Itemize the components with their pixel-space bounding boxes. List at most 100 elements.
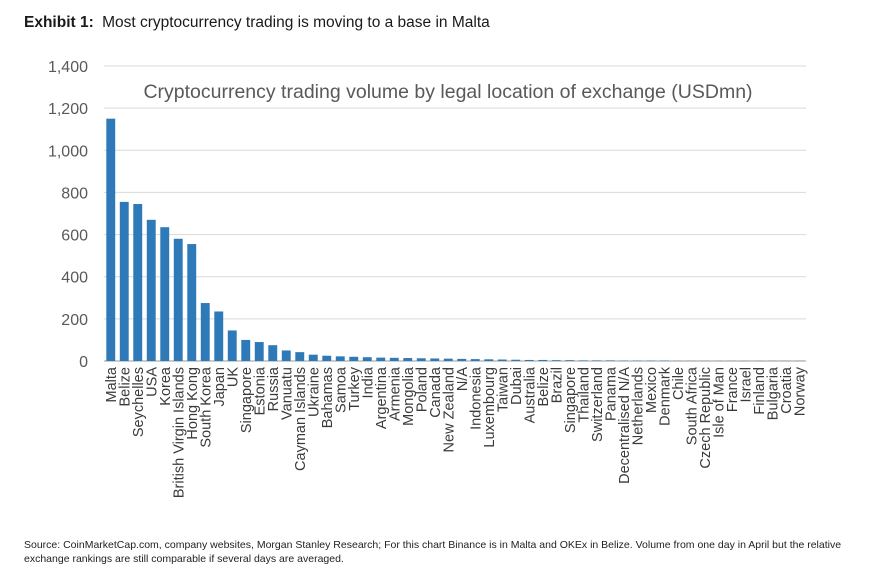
y-tick-label: 400 bbox=[61, 270, 88, 287]
x-tick-label: Brazil bbox=[549, 367, 565, 403]
bars bbox=[106, 118, 804, 362]
bar bbox=[551, 360, 561, 361]
bar bbox=[605, 360, 615, 361]
bar bbox=[416, 358, 426, 361]
y-axis-labels: 0 200 400 600 800 1,000 1,200 1,400 bbox=[48, 59, 88, 371]
x-tick-label: Poland bbox=[414, 367, 430, 412]
x-tick-label: South Korea bbox=[198, 366, 214, 448]
bar bbox=[376, 357, 386, 361]
x-tick-label: UK bbox=[225, 367, 241, 387]
x-tick-label: Malta bbox=[104, 366, 120, 402]
bar bbox=[578, 360, 588, 361]
x-tick-label: Hong Kong bbox=[185, 367, 201, 440]
bar bbox=[511, 359, 521, 361]
x-tick-label: Australia bbox=[522, 366, 538, 423]
x-tick-label: Seychelles bbox=[131, 367, 147, 437]
bar bbox=[484, 359, 494, 361]
x-tick-label: Thailand bbox=[576, 367, 592, 423]
x-tick-label: Luxembourg bbox=[482, 367, 498, 448]
x-tick-label: Mexico bbox=[644, 367, 660, 413]
bar bbox=[281, 350, 291, 361]
y-tick-label: 800 bbox=[61, 185, 88, 202]
bar bbox=[241, 339, 251, 361]
exhibit-label: Exhibit 1: bbox=[24, 14, 94, 31]
exhibit-title: Most cryptocurrency trading is moving to… bbox=[102, 14, 490, 31]
bar bbox=[430, 358, 440, 361]
x-tick-label: Singapore bbox=[563, 367, 579, 433]
bar bbox=[227, 330, 237, 361]
x-tick-label: Chile bbox=[671, 367, 687, 400]
x-tick-label: Decentralised N/A bbox=[617, 367, 633, 484]
x-tick-label: India bbox=[360, 366, 376, 398]
bar bbox=[214, 311, 224, 361]
y-tick-label: 1,400 bbox=[48, 59, 88, 76]
bar bbox=[254, 342, 264, 361]
x-tick-label: Argentina bbox=[374, 366, 390, 429]
y-tick-label: 1,000 bbox=[48, 143, 88, 160]
bar bbox=[443, 358, 453, 361]
x-tick-label: Belize bbox=[117, 367, 133, 407]
x-tick-label: Japan bbox=[212, 367, 228, 407]
x-tick-label: Czech Republic bbox=[698, 367, 714, 469]
bar bbox=[524, 359, 534, 361]
bar bbox=[592, 360, 602, 361]
bar bbox=[565, 360, 575, 361]
bar-chart: Cryptocurrency trading volume by legal l… bbox=[48, 59, 809, 498]
bar bbox=[295, 352, 305, 361]
x-tick-label: Bahamas bbox=[320, 367, 336, 428]
bar bbox=[538, 359, 548, 361]
bar bbox=[403, 358, 413, 361]
bar bbox=[268, 345, 278, 361]
x-tick-label: Mongolia bbox=[401, 366, 417, 426]
x-tick-label: USA bbox=[144, 367, 160, 397]
x-tick-label: Canada bbox=[428, 366, 444, 418]
x-tick-label: Turkey bbox=[347, 366, 363, 411]
y-tick-label: 600 bbox=[61, 228, 88, 245]
source-note: Source: CoinMarketCap.com, company websi… bbox=[24, 539, 842, 565]
x-tick-label: Russia bbox=[266, 366, 282, 411]
x-tick-label: New Zealand bbox=[441, 367, 457, 452]
bar bbox=[349, 356, 359, 361]
bar bbox=[200, 303, 210, 361]
x-tick-label: Korea bbox=[158, 366, 174, 406]
x-tick-label: Dubai bbox=[509, 367, 525, 405]
bar bbox=[146, 219, 156, 361]
bar bbox=[173, 238, 183, 361]
x-tick-label: Finland bbox=[752, 367, 768, 415]
x-tick-label: Switzerland bbox=[590, 367, 606, 442]
bar bbox=[322, 355, 332, 361]
x-tick-label: Samoa bbox=[333, 366, 349, 413]
bar bbox=[470, 359, 480, 361]
x-tick-label: Cayman Islands bbox=[293, 367, 309, 471]
bar bbox=[335, 356, 345, 361]
x-tick-label: British Virgin Islands bbox=[171, 367, 187, 498]
bar bbox=[457, 358, 467, 361]
exhibit-header: Exhibit 1: Most cryptocurrency trading i… bbox=[24, 14, 490, 32]
bar bbox=[187, 244, 197, 361]
x-tick-label: South Africa bbox=[684, 366, 700, 445]
x-tick-label: Netherlands bbox=[630, 367, 646, 445]
y-tick-label: 0 bbox=[79, 354, 88, 371]
bar bbox=[133, 204, 143, 361]
bar bbox=[106, 118, 116, 362]
x-tick-label: Estonia bbox=[252, 366, 268, 415]
bar bbox=[497, 359, 507, 361]
x-tick-label: Panama bbox=[603, 366, 619, 421]
x-tick-label: Ukraine bbox=[306, 367, 322, 417]
x-tick-label: Croatia bbox=[779, 366, 795, 414]
bar bbox=[308, 354, 318, 361]
bar bbox=[119, 201, 129, 361]
bar bbox=[362, 357, 372, 361]
x-tick-label: Taiwan bbox=[495, 367, 511, 412]
bar bbox=[389, 357, 399, 361]
y-tick-label: 1,200 bbox=[48, 101, 88, 118]
x-tick-label: N/A bbox=[455, 367, 471, 392]
x-tick-label: Isle of Man bbox=[711, 367, 727, 438]
y-tick-label: 200 bbox=[61, 312, 88, 329]
x-tick-label: Singapore bbox=[239, 367, 255, 433]
bar bbox=[160, 227, 170, 361]
x-tick-label: Belize bbox=[536, 367, 552, 407]
x-tick-label: Bulgaria bbox=[765, 366, 781, 420]
x-tick-label: Denmark bbox=[657, 366, 673, 426]
